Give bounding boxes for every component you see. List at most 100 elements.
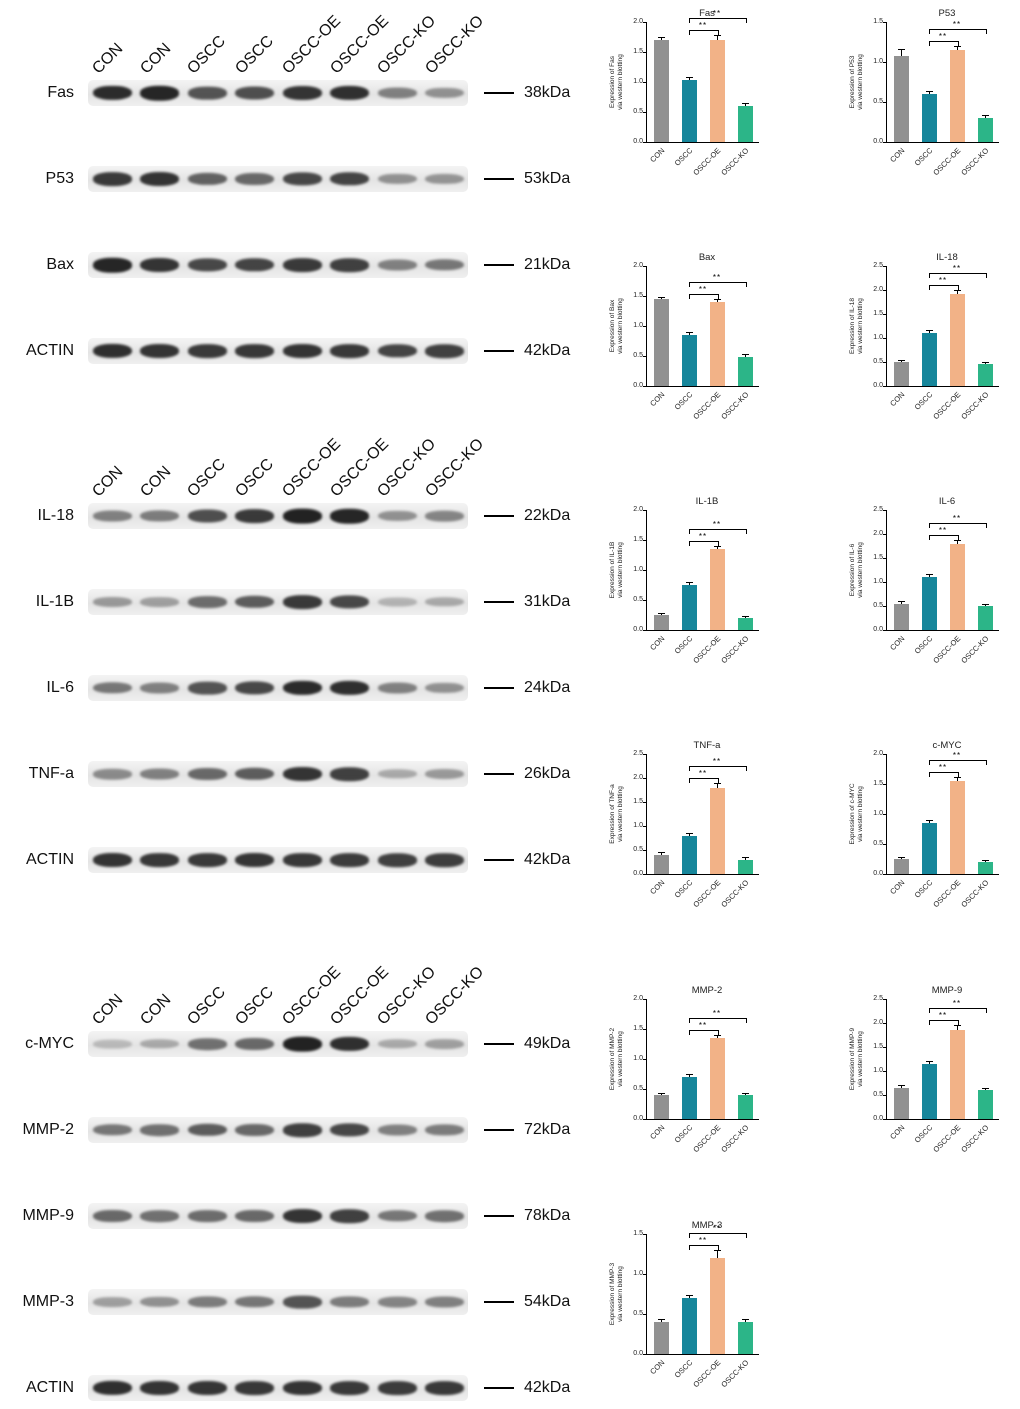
y-tick-label: 1.0 — [633, 822, 643, 829]
y-tick-label: 1.5 — [633, 292, 643, 299]
significance-bracket — [929, 523, 987, 529]
plot-area: ** ** — [643, 1224, 759, 1355]
error-bar-cap — [925, 90, 933, 92]
error-bar — [716, 546, 718, 549]
y-axis-label: Expression of MMP-9 via western blotting — [848, 999, 866, 1119]
bar-OSCC-OE — [949, 293, 965, 386]
significance-stars: ** — [938, 276, 948, 286]
y-tick-mark — [643, 1118, 647, 1120]
error-bar — [744, 858, 746, 860]
error-bar — [956, 778, 958, 781]
blot-row: IL-18 22kDa — [10, 503, 600, 529]
y-tick-mark — [883, 557, 887, 559]
kda-marker-line — [484, 350, 514, 352]
y-tick-label: 1.5 — [873, 310, 883, 317]
significance-bracket — [689, 1232, 747, 1238]
kda-label: 22kDa — [524, 507, 571, 524]
error-bar — [956, 46, 958, 50]
error-bar — [956, 1026, 958, 1031]
error-bar-cap — [953, 45, 961, 47]
significance-stars: ** — [712, 519, 722, 529]
error-bar-cap — [741, 354, 749, 356]
blot-row: Fas 38kDa — [10, 80, 600, 106]
y-tick-label: 0.0 — [633, 382, 643, 389]
y-tick-label: 0.5 — [633, 846, 643, 853]
y-tick-label: 1.5 — [873, 18, 883, 25]
error-bar — [688, 77, 690, 81]
x-tick-labels: CON OSCC OSCC-OE OSCC-KO — [608, 1355, 768, 1403]
y-axis-label-text: Expression of P53 via western blotting — [849, 54, 865, 110]
blot-band — [377, 682, 417, 694]
blot-band — [377, 853, 417, 867]
significance-stars: ** — [698, 1020, 708, 1030]
y-axis-label: Expression of IL-18 via western blotting — [848, 266, 866, 386]
significance-stars: ** — [698, 21, 708, 31]
plot-area: ** ** — [883, 264, 999, 387]
protein-label: Fas — [47, 84, 74, 101]
error-bar-cap — [713, 298, 721, 300]
blot-band — [330, 172, 369, 186]
y-tick-label: 1.0 — [633, 322, 643, 329]
error-bar — [660, 1093, 662, 1095]
y-axis-label-line1: Expression of c-MYC — [849, 783, 856, 845]
blot-strip — [88, 503, 468, 529]
y-tick-labels: 0.0 0.5 1.0 1.5 2.0 2.5 — [866, 262, 886, 389]
chart-body: Expression of IL-6 via western blotting 0.… — [848, 506, 1008, 633]
blot-strip — [88, 338, 468, 364]
chart-fas: Fas Expression of Fas via western blotting… — [608, 8, 768, 191]
y-tick-label: 1.5 — [633, 1025, 643, 1032]
protein-label: ACTIN — [26, 342, 74, 359]
blot-row: IL-6 24kDa — [10, 675, 600, 701]
x-tick-labels: CON OSCC OSCC-OE OSCC-KO — [608, 387, 768, 435]
y-axis-label: Expression of c-MYC via western blotting — [848, 754, 866, 874]
bar-OSCC-OE — [709, 787, 725, 874]
significance-stars: ** — [952, 751, 962, 760]
y-tick-label: 0.5 — [873, 98, 883, 105]
error-bar — [716, 299, 718, 302]
blot-band — [235, 1296, 274, 1308]
chart-c-myc: c-MYC Expression of c-MYC via western blot… — [848, 740, 1008, 923]
plot-area: ** ** — [883, 751, 999, 875]
significance-stars: ** — [698, 284, 708, 294]
error-bar — [900, 857, 902, 859]
chart-title: TNF-a — [693, 740, 721, 751]
blot-band — [92, 1124, 132, 1136]
significance-bracket — [929, 535, 959, 541]
y-tick-label: 2.5 — [873, 506, 883, 513]
chart-title: MMP-2 — [691, 985, 723, 996]
blot-band — [235, 1381, 274, 1395]
significance-stars: ** — [952, 999, 962, 1009]
y-tick-label: 0.5 — [633, 596, 643, 603]
kda-marker-line — [484, 1215, 514, 1217]
blot-band — [282, 508, 322, 524]
error-bar-cap — [897, 49, 905, 50]
blot-band — [92, 1380, 132, 1396]
chart-title: IL-6 — [938, 496, 956, 507]
bar-CON — [653, 299, 669, 386]
y-tick-label: 0.5 — [873, 602, 883, 609]
blot-group-2: CON CON OSCC OSCC OSCC-OE OSCC-OE OSCC-KO OSCC-… — [10, 429, 600, 933]
y-tick-label: 0.0 — [633, 1115, 643, 1122]
blot-band — [92, 510, 132, 522]
blot-band — [140, 510, 179, 522]
y-axis-label-line2: via western blotting — [857, 54, 864, 110]
blot-band — [425, 853, 464, 867]
y-tick-label: 0.5 — [873, 1091, 883, 1098]
y-tick-mark — [883, 753, 887, 755]
y-tick-labels: 0.0 0.5 1.0 1.5 — [626, 1230, 646, 1357]
chart-mmp-3: MMP-3 Expression of MMP-3 via western blot… — [608, 1220, 768, 1403]
blot-band — [235, 681, 274, 695]
error-bar-cap — [741, 857, 749, 859]
bar-OSCC-KO — [737, 618, 753, 630]
y-tick-labels: 0.0 0.5 1.0 1.5 2.0 — [626, 506, 646, 633]
y-tick-label: 1.0 — [633, 78, 643, 85]
error-bar-cap — [925, 1060, 933, 1062]
y-tick-label: 2.0 — [873, 530, 883, 537]
y-tick-label: 1.0 — [873, 810, 883, 817]
error-bar — [984, 362, 986, 365]
y-axis-label-text: Expression of c-MYC via western blotting — [849, 783, 865, 844]
error-bar-cap — [897, 601, 905, 603]
error-bar — [688, 1075, 690, 1077]
significance-stars: ** — [938, 526, 948, 536]
